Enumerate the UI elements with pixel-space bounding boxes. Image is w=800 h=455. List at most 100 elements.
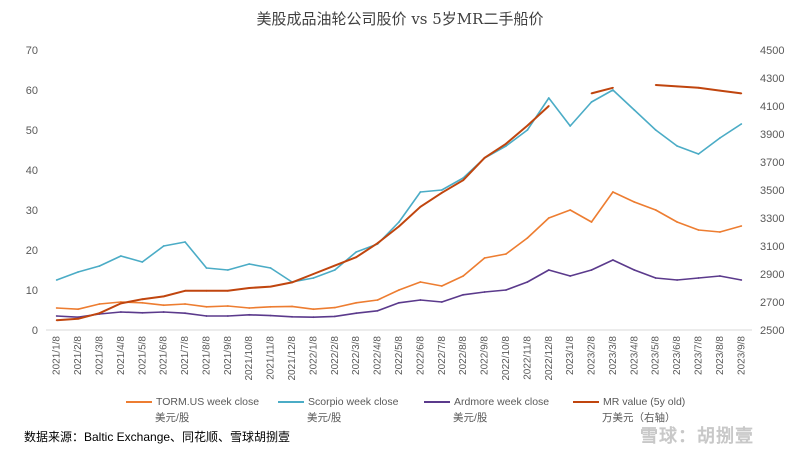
series-point: [483, 156, 486, 159]
series-point: [184, 312, 186, 315]
y-right-tick-label: 2700: [760, 297, 784, 309]
series-point: [547, 97, 550, 99]
series-point: [184, 303, 186, 305]
series-point: [740, 225, 743, 227]
series-point: [719, 275, 721, 277]
x-tick-label: 2021/3/8: [94, 336, 105, 375]
series-point: [612, 191, 614, 193]
series-point: [505, 253, 507, 255]
series-point: [226, 315, 229, 317]
series-point: [55, 279, 58, 281]
series-point: [419, 299, 422, 301]
series-point: [398, 301, 400, 304]
series-point: [526, 124, 529, 127]
series-point: [654, 209, 657, 211]
series-line: [56, 259, 742, 319]
legend-unit-scorpio: 美元/股: [307, 412, 342, 424]
series-point: [676, 279, 679, 281]
data-source-note: 数据来源：Baltic Exchange、同花顺、雪球胡捌壹: [24, 430, 291, 444]
series-point: [654, 129, 657, 131]
series-point: [740, 92, 743, 95]
x-tick-label: 2021/9/8: [223, 336, 234, 375]
series-point: [440, 285, 443, 287]
y-right-tick-label: 3300: [760, 213, 784, 225]
series-point: [440, 301, 443, 303]
tick-labels: 0 10 20 30 40 50 60 70 2500 2700 2900 3100 3300 3500 3…: [26, 45, 785, 381]
series-point: [312, 308, 315, 311]
y-right-tick-label: 3500: [760, 185, 784, 197]
series-point: [141, 311, 144, 314]
series-point: [462, 293, 465, 296]
series-point: [676, 145, 679, 147]
series-point: [633, 269, 636, 271]
series-point: [440, 191, 443, 194]
x-tick-label: 2021/1/8: [52, 336, 63, 375]
series-point: [590, 269, 593, 271]
x-tick-label: 2022/9/8: [480, 336, 491, 375]
x-tick-label: 2022/6/8: [415, 336, 426, 375]
series-point: [440, 189, 443, 191]
x-tick-label: 2023/6/8: [672, 336, 683, 375]
x-tick-label: 2023/5/8: [651, 336, 662, 375]
series-point: [248, 307, 251, 309]
series-point: [697, 229, 700, 231]
series-point: [77, 316, 79, 319]
x-tick-label: 2021/8/8: [201, 336, 212, 375]
series-point: [697, 277, 700, 279]
legend-unit-torm: 美元/股: [155, 412, 190, 424]
legend-item-mr-value: MR value (5y old): [573, 396, 685, 408]
series-point: [740, 123, 743, 125]
series-point: [654, 84, 657, 86]
x-tick-label: 2021/10/8: [244, 336, 255, 381]
x-tick-label: 2023/2/8: [587, 336, 598, 375]
y-left-tick-label: 70: [26, 45, 38, 57]
series-point: [483, 291, 486, 293]
series-point: [291, 281, 293, 284]
series-point: [141, 261, 144, 263]
series-point: [205, 267, 208, 269]
series-point: [398, 289, 400, 291]
series-point: [612, 86, 614, 89]
series-point: [184, 289, 186, 292]
series-point: [162, 311, 165, 313]
series-point: [55, 319, 58, 322]
series-point: [398, 225, 400, 228]
x-tick-label: 2022/11/8: [522, 336, 533, 380]
series-point: [119, 302, 122, 305]
series-line: [591, 86, 614, 95]
series-point: [269, 285, 272, 288]
series-point: [569, 209, 572, 211]
x-tick-label: 2022/4/8: [373, 336, 384, 375]
series-point: [505, 142, 507, 145]
series-point: [248, 263, 251, 265]
x-tick-label: 2023/9/8: [736, 336, 747, 375]
legend-item-scorpio: Scorpio week close: [278, 396, 398, 408]
series-point: [205, 305, 208, 308]
series-line: [655, 84, 742, 95]
series-point: [719, 231, 721, 233]
series-point: [98, 312, 101, 315]
x-tick-label: 2021/5/8: [137, 336, 148, 375]
series-point: [162, 295, 165, 298]
legend-label-scorpio: Scorpio week close: [308, 396, 399, 408]
series-point: [205, 315, 208, 317]
y-left-tick-label: 50: [26, 125, 38, 137]
y-left-tick-label: 30: [26, 205, 38, 217]
legend-item-torm: TORM.US week close: [126, 396, 259, 408]
series-point: [526, 237, 529, 239]
y-right-tick-label: 3100: [760, 241, 784, 253]
series-point: [676, 221, 679, 223]
series-point: [462, 179, 465, 182]
series-point: [226, 269, 229, 271]
legend-unit-ardmore: 美元/股: [453, 412, 488, 424]
y-right-tick-label: 3900: [760, 129, 784, 141]
series-point: [291, 305, 293, 308]
series-point: [248, 313, 251, 316]
x-tick-label: 2023/4/8: [629, 336, 640, 375]
series-point: [184, 241, 186, 243]
series-point: [505, 289, 507, 291]
series-point: [205, 289, 208, 292]
series-point: [355, 251, 358, 253]
series-point: [419, 281, 422, 283]
